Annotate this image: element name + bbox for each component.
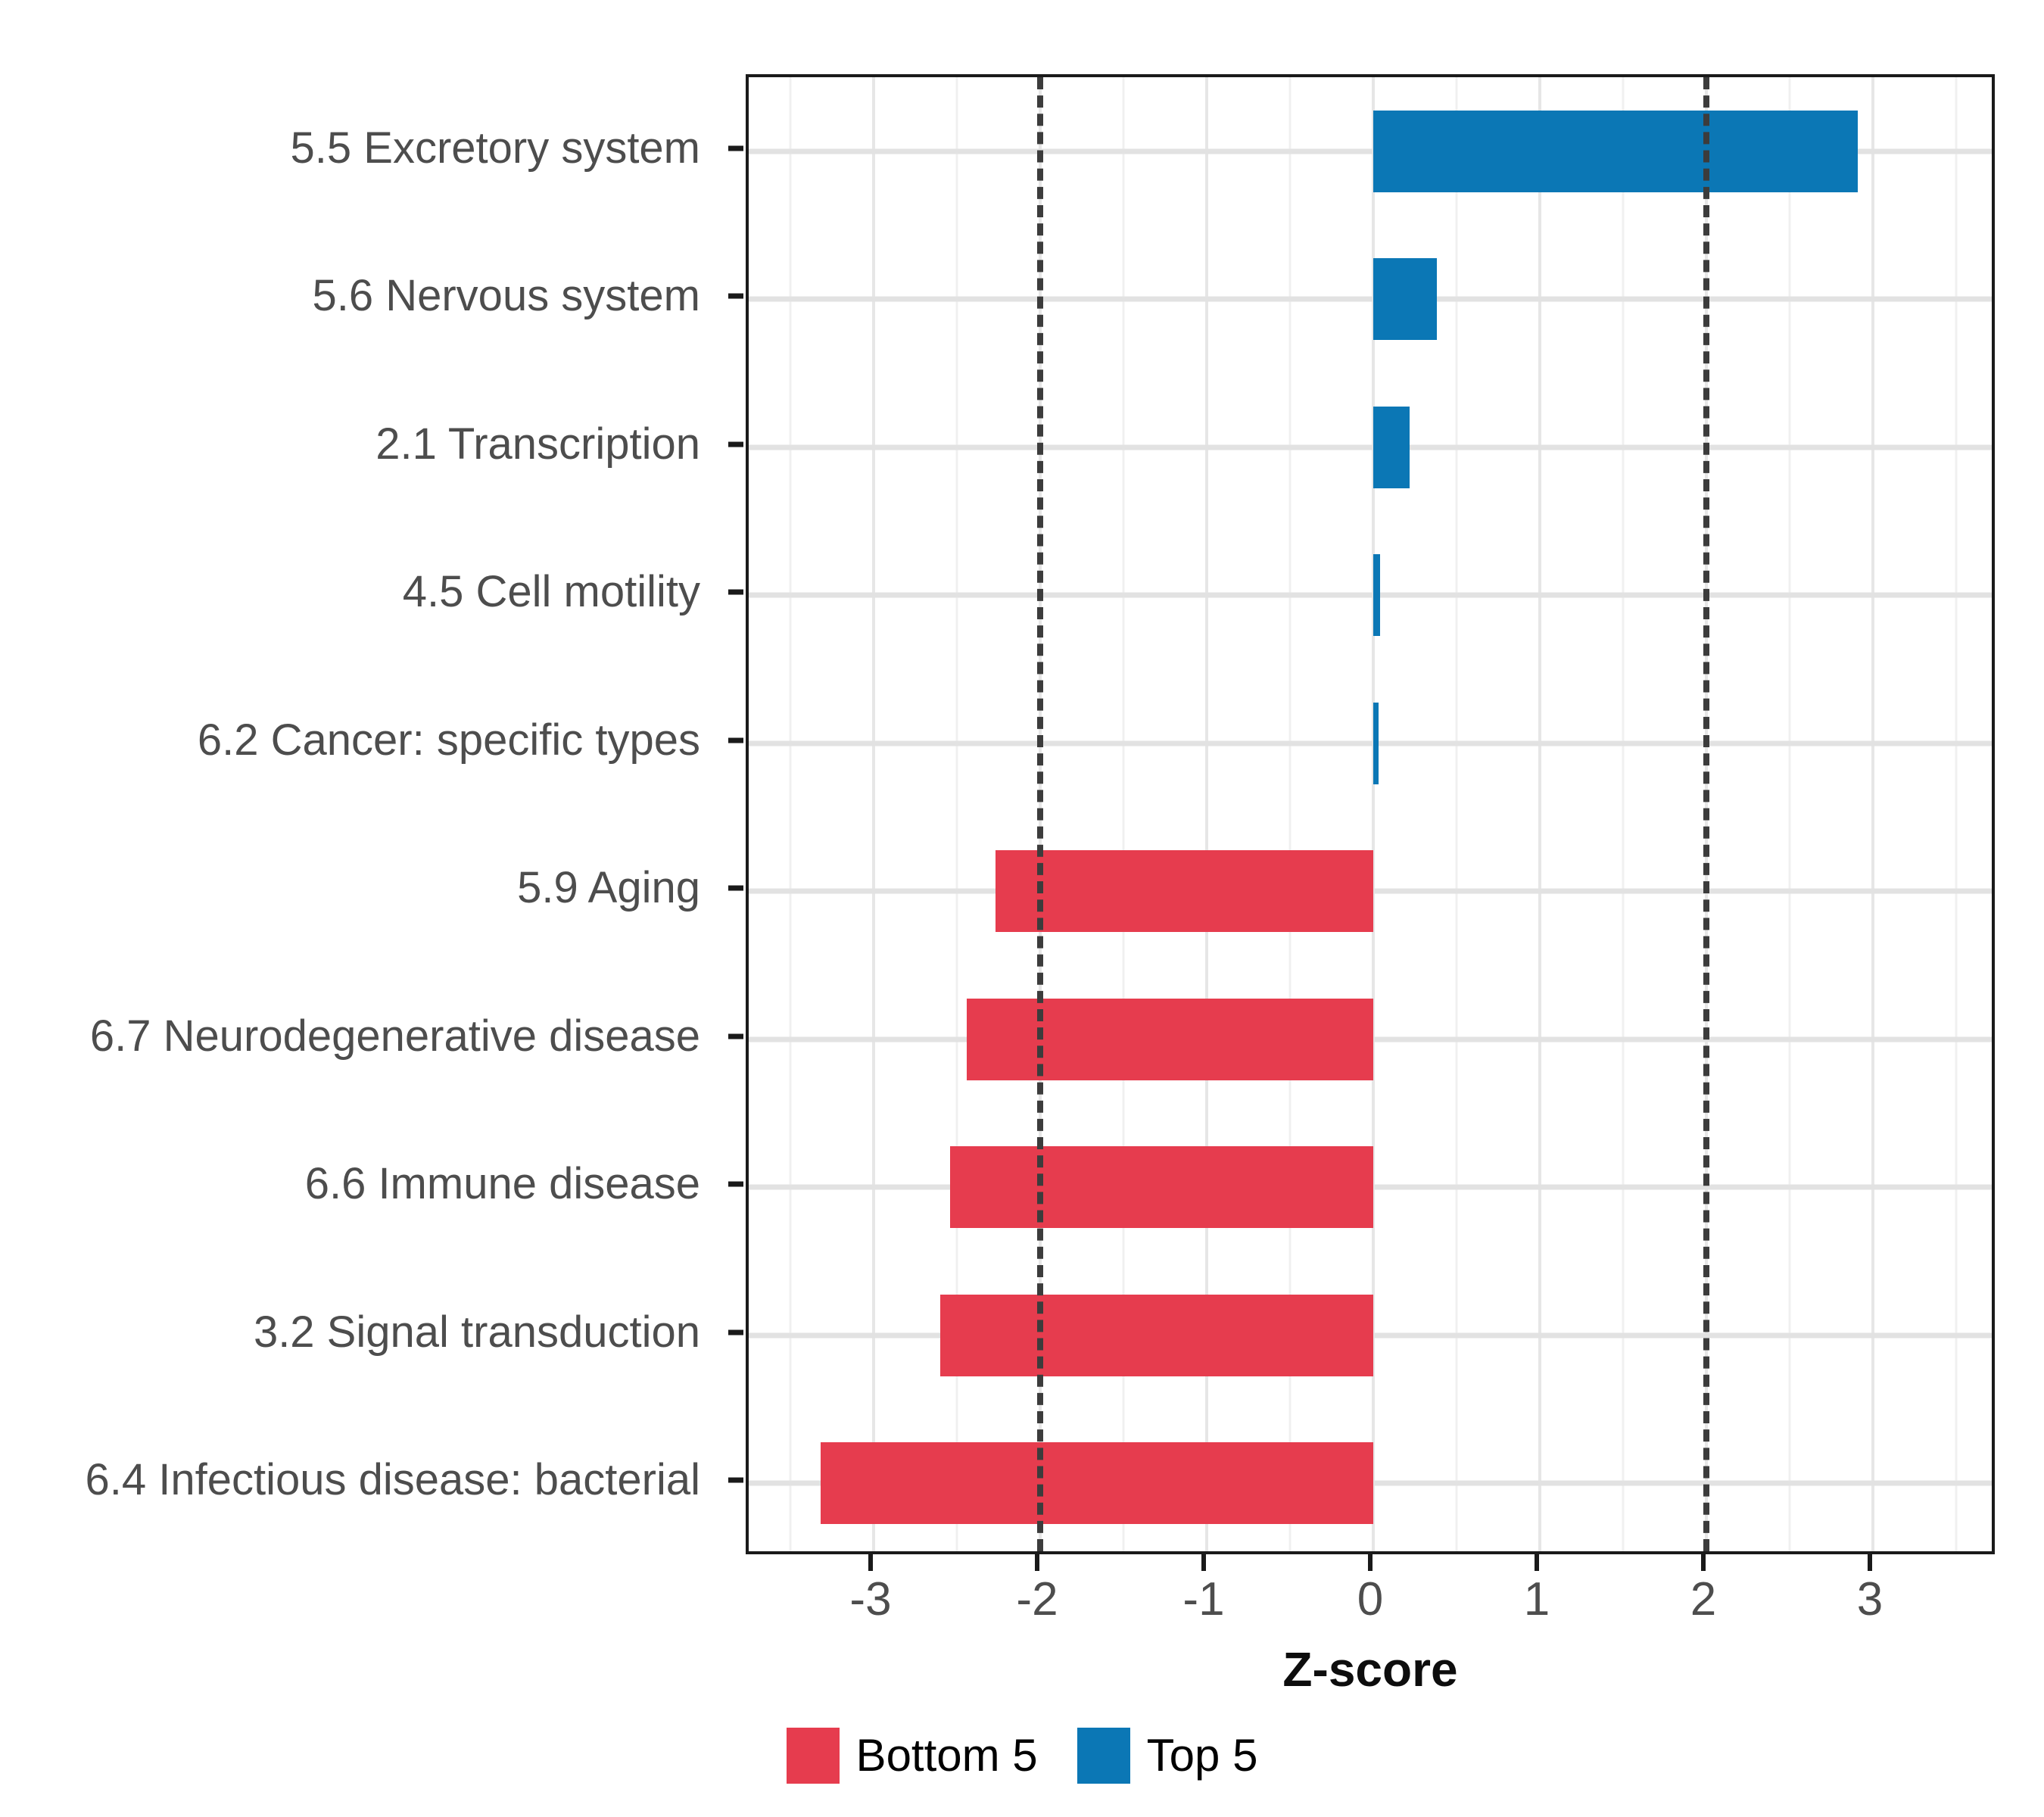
- gridline-minor-vertical: [1455, 77, 1458, 1551]
- x-axis-tick-label-0: -3: [849, 1573, 892, 1625]
- y-axis-label-5: 5.9 Aging: [517, 863, 700, 913]
- gridline-horizontal: [749, 296, 1992, 302]
- gridline-horizontal: [749, 592, 1992, 598]
- gridline-horizontal: [749, 444, 1992, 450]
- y-axis-label-6: 6.7 Neurodegenerative disease: [89, 1011, 700, 1061]
- reference-line-pos2: [1703, 77, 1709, 1551]
- bar-3-2-signal-transduction[interactable]: [940, 1294, 1373, 1376]
- legend-color-swatch-top5: [1077, 1728, 1130, 1784]
- gridline-major-vertical: [1205, 77, 1208, 1551]
- bar-2-1-transcription[interactable]: [1373, 406, 1410, 488]
- x-axis-tick-1: [1035, 1554, 1039, 1571]
- x-axis-title: Z-score: [1282, 1642, 1458, 1697]
- gridline-minor-vertical: [789, 77, 792, 1551]
- x-axis-tick-5: [1701, 1554, 1706, 1571]
- plot-panel: [746, 74, 1995, 1554]
- bar-5-5-excretory-system[interactable]: [1373, 110, 1859, 192]
- y-axis-tick-7: [728, 1181, 743, 1187]
- y-axis-label-0: 5.5 Excretory system: [290, 123, 700, 173]
- y-axis-tick-2: [728, 441, 743, 447]
- bar-4-5-cell-motility[interactable]: [1373, 554, 1380, 637]
- y-axis-tick-6: [728, 1033, 743, 1039]
- legend-label-bottom5: Bottom 5: [855, 1730, 1038, 1781]
- x-axis-tick-0: [868, 1554, 873, 1571]
- y-axis-label-3: 4.5 Cell motility: [402, 567, 700, 617]
- gridline-minor-vertical: [1788, 77, 1791, 1551]
- y-axis-label-1: 5.6 Nervous system: [312, 271, 700, 321]
- chart-legend: Bottom 5 Top 5: [0, 1728, 2044, 1784]
- bar-5-6-nervous-system[interactable]: [1373, 258, 1437, 341]
- reference-line-neg2: [1037, 77, 1043, 1551]
- y-axis-tick-5: [728, 885, 743, 891]
- y-axis-label-8: 3.2 Signal transduction: [253, 1307, 700, 1357]
- y-axis-tick-3: [728, 589, 743, 595]
- legend-color-swatch-bottom5: [786, 1728, 840, 1784]
- bar-5-9-aging[interactable]: [995, 850, 1373, 933]
- x-axis-tick-2: [1201, 1554, 1206, 1571]
- x-axis-tick-label-4: 1: [1523, 1573, 1550, 1625]
- x-axis-tick-label-3: 0: [1357, 1573, 1384, 1625]
- y-axis-label-4: 6.2 Cancer: specific types: [197, 715, 700, 765]
- y-axis-tick-9: [728, 1477, 743, 1483]
- gridline-minor-vertical: [1122, 77, 1125, 1551]
- gridline-minor-vertical: [1955, 77, 1958, 1551]
- bar-6-6-immune-disease[interactable]: [950, 1146, 1373, 1229]
- x-axis-tick-label-6: 3: [1856, 1573, 1884, 1625]
- y-axis-tick-1: [728, 293, 743, 299]
- x-axis-tick-4: [1535, 1554, 1539, 1571]
- gridline-major-vertical: [1871, 77, 1874, 1551]
- gridline-minor-vertical: [1622, 77, 1625, 1551]
- gridline-major-vertical: [1538, 77, 1541, 1551]
- y-axis-tick-4: [728, 737, 743, 743]
- bar-6-2-cancer-specific-types[interactable]: [1373, 702, 1379, 784]
- x-axis-tick-label-1: -2: [1016, 1573, 1058, 1625]
- gridline-horizontal: [749, 148, 1992, 154]
- x-axis-tick-3: [1368, 1554, 1373, 1571]
- gridline-minor-vertical: [1288, 77, 1292, 1551]
- x-axis-tick-6: [1868, 1554, 1872, 1571]
- y-axis-tick-8: [728, 1329, 743, 1335]
- gridline-major-vertical: [1372, 77, 1375, 1551]
- y-axis-label-2: 2.1 Transcription: [375, 419, 700, 469]
- y-axis-labels: 5.5 Excretory system 5.6 Nervous system 2.…: [0, 74, 723, 1554]
- y-axis-label-9: 6.4 Infectious disease: bacterial: [85, 1455, 700, 1505]
- gridline-horizontal: [749, 740, 1992, 746]
- bar-6-4-infectious-disease-bacterial[interactable]: [820, 1442, 1373, 1525]
- legend-label-top5: Top 5: [1146, 1730, 1258, 1781]
- y-axis-label-7: 6.6 Immune disease: [304, 1159, 700, 1209]
- legend-item-bottom5[interactable]: Bottom 5: [786, 1728, 1038, 1784]
- legend-item-top5[interactable]: Top 5: [1077, 1728, 1258, 1784]
- x-axis-tick-label-2: -1: [1182, 1573, 1225, 1625]
- gridline-minor-vertical: [955, 77, 958, 1551]
- y-axis-tick-0: [728, 145, 743, 151]
- gridline-major-vertical: [872, 77, 875, 1551]
- x-axis-tick-label-5: 2: [1690, 1573, 1717, 1625]
- bar-6-7-neurodegenerative-disease[interactable]: [967, 998, 1373, 1080]
